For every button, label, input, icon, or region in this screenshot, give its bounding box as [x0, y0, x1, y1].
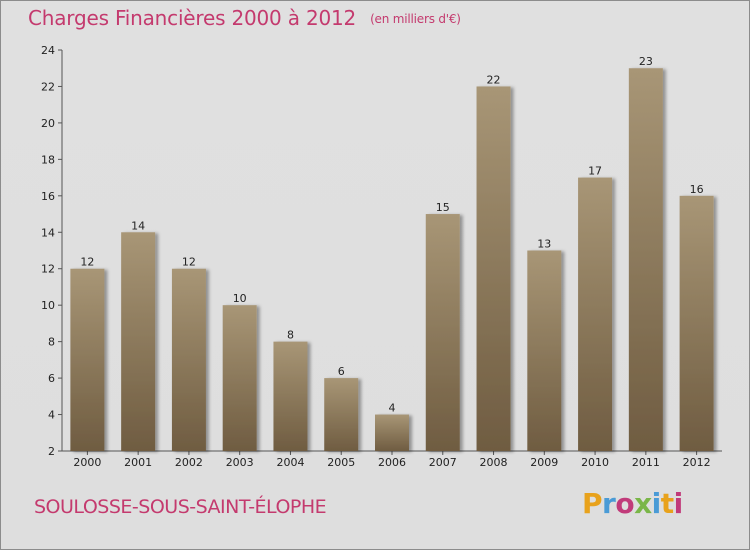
logo-letter: i — [651, 487, 662, 520]
x-tick-label-2012: 2012 — [683, 456, 711, 469]
bar-2012 — [679, 195, 714, 451]
bar-2004 — [273, 341, 308, 451]
x-tick-label-2011: 2011 — [632, 456, 660, 469]
x-tick-label-2000: 2000 — [73, 456, 101, 469]
value-label-2000: 12 — [80, 256, 94, 269]
value-label-2006: 4 — [389, 402, 396, 415]
y-tick-label: 20 — [41, 117, 55, 130]
x-tick-label-2009: 2009 — [530, 456, 558, 469]
bar-2005 — [324, 378, 359, 451]
value-label-2012: 16 — [690, 183, 704, 196]
y-tick-label: 2 — [48, 445, 55, 458]
value-label-2011: 23 — [639, 55, 653, 68]
y-tick-label: 14 — [41, 226, 55, 239]
bar-2011 — [628, 68, 663, 452]
x-tick-label-2005: 2005 — [327, 456, 355, 469]
chart-bars — [70, 68, 714, 452]
bar-2002 — [171, 268, 206, 451]
logo-letter: r — [602, 487, 616, 520]
bar-2009 — [527, 250, 562, 451]
value-label-2007: 15 — [436, 201, 450, 214]
logo-letter: t — [660, 487, 674, 520]
bar-2006 — [375, 414, 409, 451]
x-tick-label-2010: 2010 — [581, 456, 609, 469]
value-label-2003: 10 — [233, 292, 247, 305]
chart-title: Charges Financières 2000 à 2012 (en milli… — [28, 6, 461, 30]
value-label-2001: 14 — [131, 219, 145, 232]
x-tick-label-2004: 2004 — [276, 456, 304, 469]
title-text: Charges Financières 2000 à 2012 — [28, 6, 357, 30]
y-tick-label: 8 — [48, 336, 55, 349]
y-tick-label: 24 — [41, 44, 55, 57]
value-label-2002: 12 — [182, 256, 196, 269]
x-tick-label-2006: 2006 — [378, 456, 406, 469]
chart-labels: 12 2000 14 2001 12 2002 10 2003 8 2004 6 2005 4 2006 1… — [73, 55, 710, 469]
x-tick-label-2002: 2002 — [175, 456, 203, 469]
x-tick-label-2003: 2003 — [226, 456, 254, 469]
x-tick-label-2001: 2001 — [124, 456, 152, 469]
x-tick-label-2007: 2007 — [429, 456, 457, 469]
logo-letter: o — [615, 487, 635, 520]
bar-2003 — [222, 305, 257, 451]
y-tick-label: 10 — [41, 299, 55, 312]
bar-2007 — [425, 214, 460, 451]
logo-letter: P — [582, 487, 603, 520]
value-label-2005: 6 — [338, 365, 345, 378]
bar-2001 — [121, 232, 156, 451]
commune-name: SOULOSSE-SOUS-SAINT-ÉLOPHE — [34, 496, 327, 518]
value-label-2009: 13 — [537, 238, 551, 251]
value-label-2004: 8 — [287, 329, 294, 342]
bar-2010 — [578, 177, 613, 451]
bar-2000 — [70, 268, 105, 451]
logo-letter: i — [673, 487, 684, 520]
value-label-2010: 17 — [588, 165, 602, 178]
y-tick-label: 16 — [41, 190, 55, 203]
y-tick-label: 22 — [41, 80, 55, 93]
logo-letter: x — [634, 487, 652, 520]
value-label-2008: 22 — [487, 73, 501, 86]
y-tick-label: 6 — [48, 372, 55, 385]
x-tick-label-2008: 2008 — [480, 456, 508, 469]
y-tick-label: 4 — [48, 409, 55, 422]
bar-2008 — [476, 86, 511, 452]
proxiti-logo: Proxiti — [582, 487, 683, 520]
y-tick-label: 12 — [41, 263, 55, 276]
y-tick-label: 18 — [41, 153, 55, 166]
title-unit: (en milliers d'€) — [370, 12, 461, 26]
